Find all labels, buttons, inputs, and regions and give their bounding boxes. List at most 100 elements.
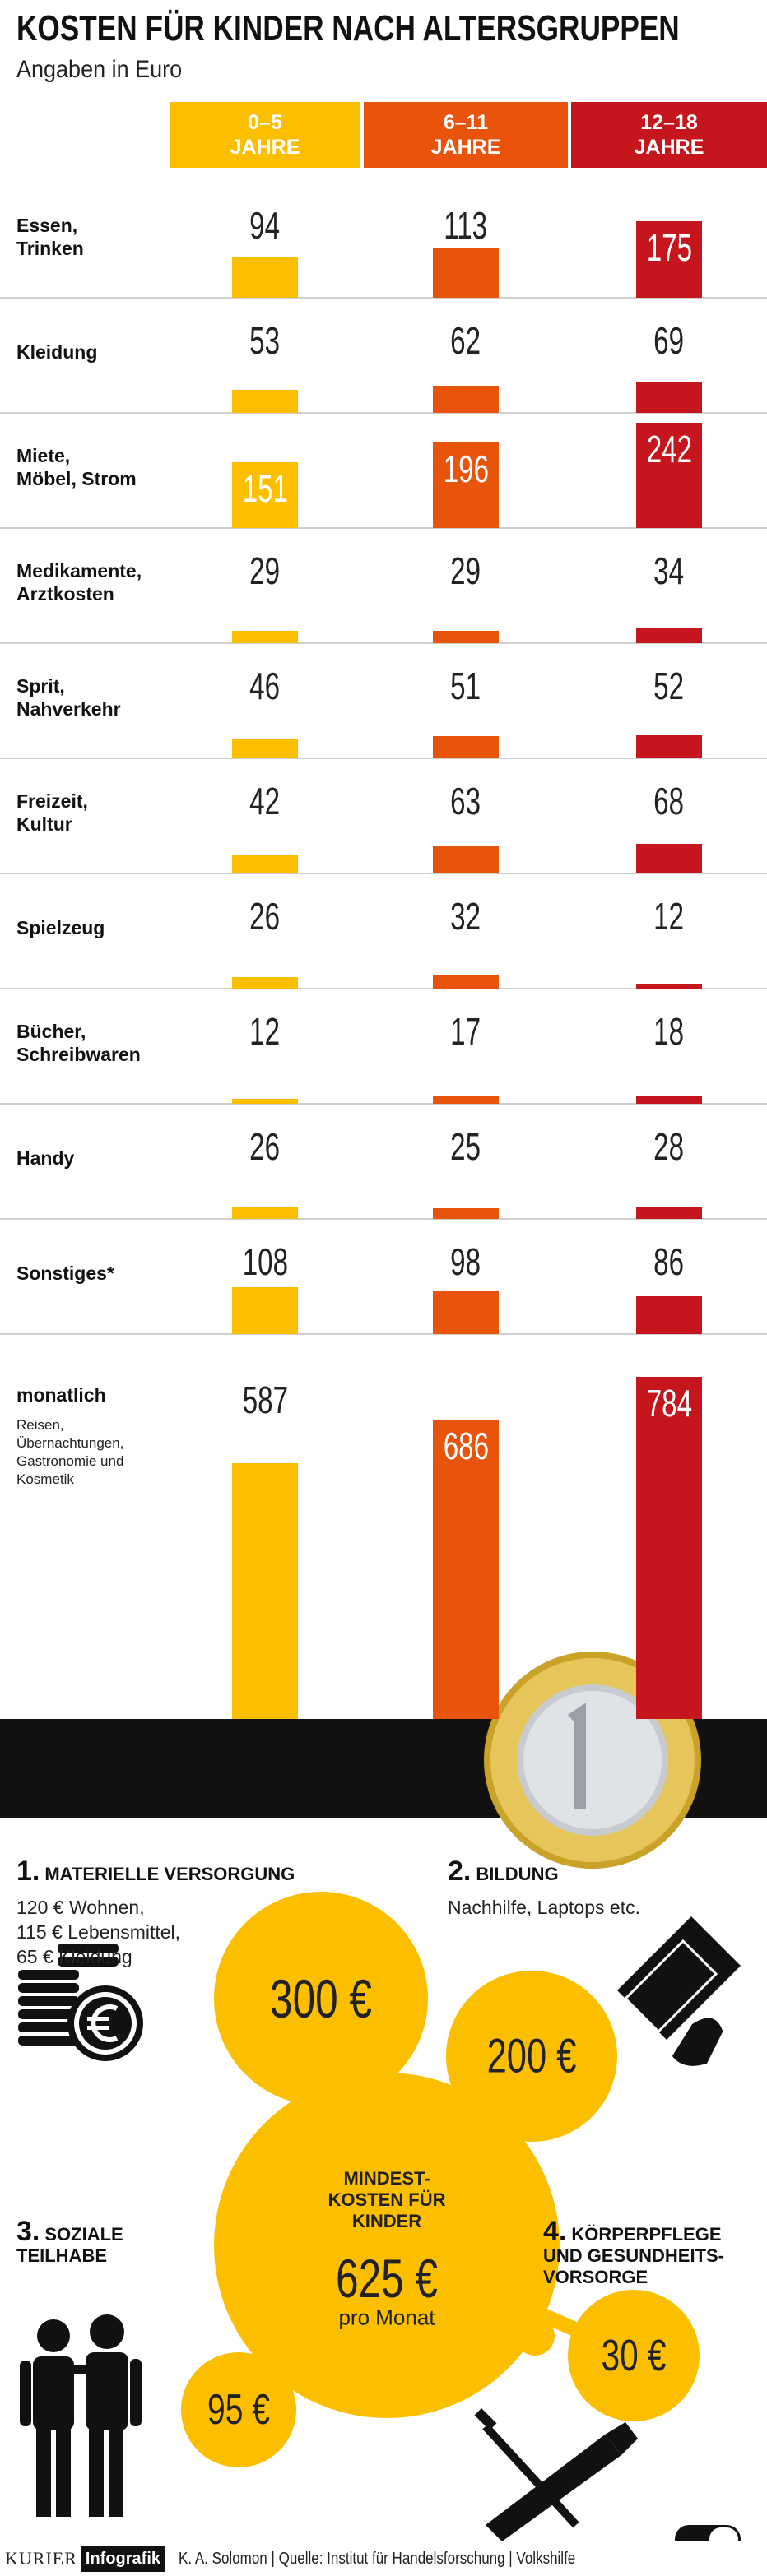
- center-unit: pro Monat: [338, 2305, 435, 2330]
- bar: [433, 630, 499, 643]
- value-text: 587: [242, 1378, 288, 1421]
- value-label: 18: [587, 1008, 751, 1054]
- bar: [232, 738, 298, 758]
- value-text: 196: [443, 447, 489, 491]
- footer-credit: K. A. Solomon | Quelle: Institut für Han…: [179, 2549, 576, 2568]
- row-label: Sonstiges*: [16, 1263, 114, 1284]
- bar: [232, 630, 298, 643]
- bar: [433, 1207, 499, 1219]
- value-text: 42: [249, 780, 281, 822]
- coin-center-inner: [523, 1691, 662, 1829]
- section-title: KÖRPERPFLEGE UND GESUNDHEITS- VORSORGE: [543, 2224, 725, 2287]
- value-label: 113: [384, 202, 548, 248]
- bar: [636, 1096, 702, 1104]
- value-label: 25: [384, 1124, 548, 1170]
- row-separator: [0, 1103, 767, 1105]
- footer-label: Infografik: [80, 2546, 166, 2572]
- section-amount: 30 €: [601, 2331, 667, 2380]
- chart-subtitle: Angaben in Euro: [16, 56, 183, 83]
- value-label: 42: [183, 778, 347, 824]
- value-text: 46: [249, 665, 281, 707]
- chart-title: KOSTEN FÜR KINDER NACH ALTERSGRUPPEN: [16, 8, 680, 49]
- value-label: 196: [384, 446, 548, 492]
- circle-center: [214, 2073, 560, 2418]
- value-text: 32: [450, 895, 481, 938]
- section-title: SOZIALE TEILHABE: [16, 2224, 123, 2266]
- section-text: Nachhilfe, Laptops etc.: [448, 1897, 640, 1918]
- row-separator: [0, 758, 767, 759]
- bar: [232, 461, 298, 528]
- value-text: 12: [653, 895, 685, 938]
- bar: [232, 1462, 298, 1719]
- coin-figure: [568, 1703, 586, 1809]
- row-separator: [0, 297, 767, 299]
- row-label: Handy: [16, 1147, 75, 1169]
- bar: [433, 386, 499, 413]
- section-number: 4.: [543, 2216, 567, 2247]
- bar: [433, 735, 499, 758]
- value-label: 587: [183, 1377, 347, 1423]
- value-text: 62: [450, 319, 481, 362]
- bar: [433, 248, 499, 298]
- coins-icon: [18, 1944, 143, 2061]
- value-label: 46: [183, 663, 347, 709]
- row-separator: [0, 873, 767, 874]
- value-label: 63: [384, 778, 548, 824]
- footer-brand: KURIER: [5, 2548, 77, 2569]
- row-label: Sprit, Nahverkehr: [16, 675, 121, 720]
- bar: [232, 257, 298, 298]
- section-number: 1.: [16, 1856, 40, 1887]
- value-label: 151: [183, 466, 347, 512]
- bar: [636, 422, 702, 528]
- circle-small: [515, 2316, 555, 2356]
- value-text: 69: [653, 319, 685, 362]
- bar: [636, 1377, 702, 1719]
- value-text: 26: [249, 1125, 281, 1168]
- hygiene-icon: [474, 2407, 741, 2541]
- value-label: 52: [587, 663, 751, 709]
- value-text: 98: [450, 1240, 481, 1283]
- bar: [433, 1096, 499, 1104]
- value-label: 26: [183, 1124, 347, 1170]
- section-text: 120 € Wohnen, 115 € Lebensmittel, 65 € K…: [16, 1897, 181, 1967]
- bar: [232, 855, 298, 873]
- section-number: 3.: [16, 2216, 40, 2247]
- row-label: Bücher, Schreibwaren: [16, 1021, 141, 1065]
- value-label: 17: [384, 1008, 548, 1054]
- value-label: 53: [183, 317, 347, 364]
- value-label: 69: [587, 317, 751, 364]
- value-label: 28: [587, 1124, 751, 1170]
- bar: [232, 1286, 298, 1334]
- section-heading: 4. KÖRPERPFLEGE UND GESUNDHEITS- VORSORGE: [543, 2217, 725, 2288]
- row-label: Spielzeug: [16, 917, 105, 938]
- value-text: 28: [653, 1125, 685, 1168]
- row-separator: [0, 988, 767, 989]
- row-label: Kleidung: [16, 341, 98, 363]
- circle-95: [181, 2352, 296, 2467]
- bottom-graphic: [0, 1652, 767, 2541]
- bar: [433, 846, 499, 873]
- bar: [433, 975, 499, 989]
- row-separator: [0, 642, 767, 644]
- value-label: 686: [384, 1423, 548, 1469]
- section-amount: 95 €: [207, 2386, 270, 2434]
- column-header: 12–18 JAHRE: [571, 102, 767, 168]
- book-icon: [617, 1916, 741, 2069]
- bar: [636, 1296, 702, 1334]
- bar: [636, 628, 702, 643]
- bar: [636, 735, 702, 758]
- value-text: 784: [646, 1382, 692, 1425]
- bar: [232, 1207, 298, 1219]
- value-text: 242: [646, 427, 692, 470]
- value-label: 68: [587, 778, 751, 824]
- bar: [232, 389, 298, 413]
- bar: [232, 977, 298, 989]
- value-label: 784: [587, 1380, 751, 1426]
- value-label: 98: [384, 1239, 548, 1285]
- value-text: 25: [450, 1125, 481, 1168]
- footer: KURIER Infografik K. A. Solomon | Quelle…: [0, 2541, 767, 2576]
- value-text: 34: [653, 549, 685, 592]
- circle-30: [568, 2290, 700, 2421]
- value-label: 29: [384, 548, 548, 594]
- value-label: 108: [183, 1239, 347, 1285]
